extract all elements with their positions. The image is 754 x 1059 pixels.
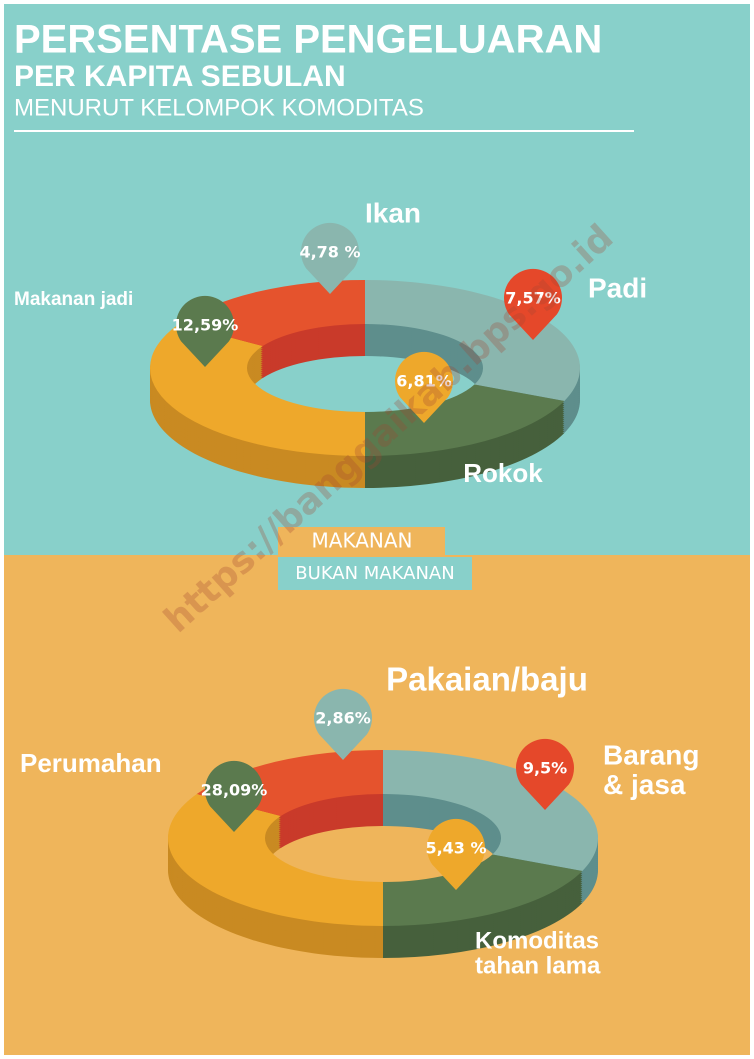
donut-segment [365,384,565,456]
value-label: 6,81% [396,372,452,391]
value-label: 7,57% [505,289,561,308]
category-label: Ikan [365,197,421,228]
pin [504,268,562,341]
legend-label: BUKAN MAKANAN [295,563,454,584]
category-label: tahan lama [475,953,601,980]
title: PERSENTASE PENGELUARAN [14,18,602,62]
legend-box [278,527,445,556]
value-label: 2,86% [315,709,371,728]
value-label: 12,59% [172,316,239,335]
value-label: 9,5% [523,759,567,778]
pin [205,760,263,833]
category-label: Perumahan [20,748,162,778]
pin [516,738,574,811]
category-label: Makanan jadi [14,289,133,310]
donut-segment [383,854,583,926]
category-label: Padi [588,272,647,303]
pin [427,818,485,891]
value-label: 28,09% [201,781,268,800]
category-label: Pakaian/baju [386,661,588,698]
value-label: 5,43 % [425,839,486,858]
pin [176,295,234,368]
subtitle: PER KAPITA SEBULAN [14,60,346,93]
donut-segment [167,794,383,926]
value-label: 4,78 % [299,243,360,262]
caption: MENURUT KELOMPOK KOMODITAS [14,94,424,121]
category-label: Barang [603,739,699,770]
pin [301,222,359,295]
category-label: Komoditas [475,927,599,954]
pin [314,688,372,761]
category-label: Rokok [463,458,543,488]
category-label: & jasa [603,769,686,800]
legend-label: MAKANAN [312,529,413,553]
legend-box [278,557,472,590]
pin [395,351,453,424]
